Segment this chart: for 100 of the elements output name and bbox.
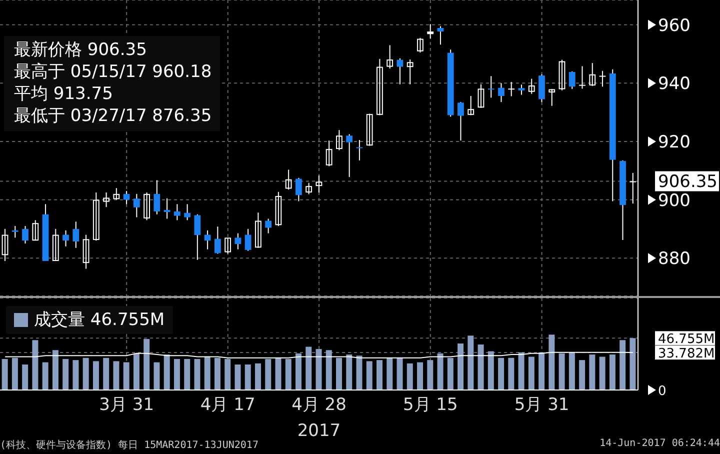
candlestick — [123, 190, 130, 205]
bar — [275, 358, 282, 390]
candlestick — [154, 180, 160, 215]
bar — [164, 354, 170, 390]
candlestick — [336, 130, 342, 151]
bar — [133, 353, 140, 390]
bar — [234, 364, 241, 390]
bar — [326, 350, 332, 390]
bar — [458, 343, 464, 390]
candlestick — [244, 228, 252, 252]
candlestick — [285, 169, 292, 190]
bar — [427, 360, 434, 390]
bar — [42, 362, 48, 390]
candlestick — [376, 58, 383, 116]
candlestick — [234, 232, 242, 250]
legend-label: 成交量 46.755M — [34, 309, 165, 331]
bar — [144, 339, 150, 390]
candlestick — [32, 220, 39, 242]
candlestick — [417, 37, 424, 53]
bar — [62, 358, 69, 390]
candlestick — [589, 62, 596, 87]
bar — [285, 358, 292, 390]
candlestick — [82, 234, 90, 270]
bar — [417, 362, 424, 390]
y-tick-label: 940 — [658, 74, 690, 94]
x-tick-label: 5月 31 — [514, 395, 570, 416]
candlestick — [579, 66, 586, 90]
candlestick — [437, 26, 444, 46]
candlestick — [214, 226, 221, 254]
bar — [103, 358, 110, 390]
bar — [265, 358, 272, 390]
candlestick — [72, 221, 80, 248]
candlestick — [478, 84, 484, 108]
bar — [306, 346, 312, 390]
bar — [568, 352, 575, 390]
candlestick — [558, 59, 566, 91]
bar — [316, 348, 322, 390]
bar — [538, 352, 545, 390]
candlestick — [458, 102, 464, 142]
bar — [184, 358, 190, 390]
candlestick — [599, 70, 606, 88]
x-tick-label: 3月 31 — [99, 395, 154, 416]
bar — [558, 353, 565, 390]
bar — [52, 350, 58, 390]
bar — [630, 338, 636, 390]
annotation: 最高于 05/15/17 960.18 — [14, 61, 212, 83]
bar — [376, 360, 383, 390]
candlestick — [184, 204, 190, 221]
candlestick — [2, 228, 8, 262]
bar — [366, 361, 372, 390]
annotation: 最新价格 906.35 — [14, 39, 148, 61]
bar — [386, 358, 393, 390]
y-tick-label: 33.782M — [658, 346, 715, 362]
candlestick — [568, 70, 576, 90]
bar — [528, 356, 534, 390]
candlestick — [92, 192, 100, 242]
bar — [620, 340, 626, 390]
annotation: 平均 913.75 — [14, 83, 114, 105]
candlestick — [204, 230, 211, 250]
candlestick — [538, 74, 545, 103]
candlestick — [346, 134, 353, 178]
candlestick — [194, 214, 201, 260]
bar — [113, 361, 120, 390]
candlestick — [224, 237, 232, 254]
candlestick — [103, 192, 110, 208]
candlestick — [406, 58, 414, 85]
bar — [589, 354, 596, 390]
x-tick-label: 4月 28 — [292, 395, 346, 416]
bar — [194, 358, 200, 390]
candlestick — [174, 204, 180, 221]
y-tick-label: 0 — [658, 384, 666, 399]
bar — [508, 358, 514, 390]
y-tick-label: 960 — [658, 16, 690, 36]
bar — [548, 334, 555, 390]
candlestick — [62, 230, 69, 247]
annotation: 最低于 03/27/17 876.35 — [14, 105, 212, 127]
candlestick — [133, 193, 140, 218]
candlestick — [316, 175, 322, 193]
y-tick-label: 900 — [658, 190, 690, 211]
candlestick — [468, 95, 474, 116]
bar — [255, 363, 261, 390]
bar — [12, 358, 18, 390]
bar — [174, 358, 180, 390]
y-tick-label: 46.755M — [658, 332, 715, 348]
candlestick — [528, 78, 535, 94]
text: 14-Jun-2017 06:24:44 — [600, 438, 720, 451]
candlestick — [144, 192, 150, 221]
candlestick — [164, 198, 170, 220]
bar — [406, 363, 413, 390]
bar — [468, 336, 474, 390]
bar — [224, 358, 231, 390]
bar — [336, 358, 342, 390]
bar — [92, 361, 99, 390]
candlestick — [113, 188, 120, 200]
candlestick — [488, 76, 494, 98]
candlestick — [396, 58, 404, 85]
candlestick — [508, 81, 515, 97]
candlestick — [548, 88, 556, 106]
candlestick — [386, 44, 394, 70]
y-tick-label: 880 — [658, 249, 690, 270]
